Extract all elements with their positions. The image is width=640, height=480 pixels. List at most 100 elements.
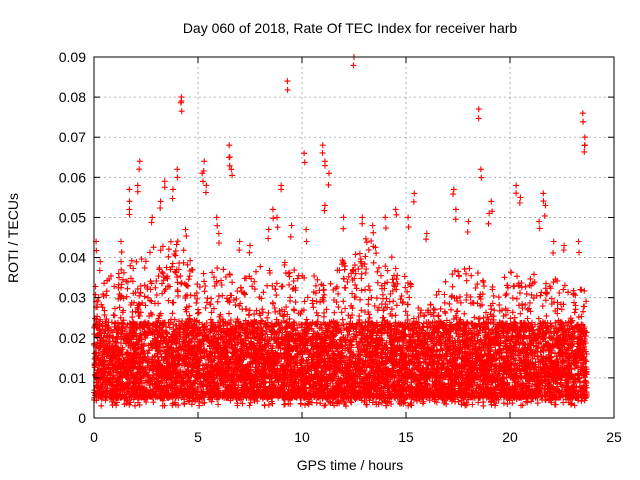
data-point xyxy=(496,301,503,308)
data-point xyxy=(480,279,487,286)
data-point xyxy=(565,289,572,296)
data-point xyxy=(321,309,328,316)
data-point xyxy=(387,291,394,297)
data-point xyxy=(309,399,315,406)
data-point xyxy=(474,270,481,276)
data-point xyxy=(304,294,311,301)
data-point xyxy=(435,288,442,295)
data-point xyxy=(302,401,308,408)
data-point xyxy=(251,278,258,285)
data-point xyxy=(200,270,207,277)
data-point xyxy=(373,250,380,257)
data-point xyxy=(187,257,194,264)
data-point xyxy=(562,327,569,334)
data-point xyxy=(227,317,234,324)
data-point xyxy=(358,307,365,314)
data-point xyxy=(432,306,438,313)
data-point xyxy=(362,235,369,242)
data-point xyxy=(516,302,522,309)
data-point xyxy=(455,268,462,275)
data-point xyxy=(370,259,377,266)
data-point xyxy=(437,305,444,312)
data-point xyxy=(490,292,497,299)
data-point xyxy=(291,267,298,274)
data-point xyxy=(144,350,151,357)
data-point xyxy=(234,288,241,294)
data-point xyxy=(514,273,520,280)
data-point xyxy=(157,310,164,317)
data-point xyxy=(575,314,582,321)
data-point xyxy=(303,316,310,323)
data-point xyxy=(448,306,454,313)
data-point xyxy=(456,293,463,300)
data-point xyxy=(214,298,221,305)
data-point xyxy=(463,270,469,277)
data-point xyxy=(128,257,135,264)
data-point xyxy=(322,402,329,408)
data-point xyxy=(173,269,179,276)
data-point xyxy=(159,243,166,250)
data-points xyxy=(91,54,590,409)
data-point xyxy=(174,274,181,281)
data-point xyxy=(150,244,157,251)
data-point xyxy=(227,292,234,299)
data-point xyxy=(253,307,260,314)
data-point xyxy=(349,312,356,318)
data-point xyxy=(469,401,476,408)
data-point xyxy=(289,286,296,293)
data-point xyxy=(153,278,160,284)
data-point xyxy=(194,296,201,302)
data-point xyxy=(136,292,143,299)
data-point xyxy=(193,299,200,306)
data-point xyxy=(134,285,141,292)
data-point xyxy=(338,309,345,316)
data-point xyxy=(538,289,545,296)
data-point xyxy=(393,302,400,309)
data-point xyxy=(208,295,215,302)
data-point xyxy=(517,310,524,317)
data-point xyxy=(399,299,406,306)
data-point xyxy=(246,402,253,409)
data-point xyxy=(264,314,271,321)
data-point xyxy=(339,316,346,323)
data-point xyxy=(314,276,321,283)
chart-title: Day 060 of 2018, Rate Of TEC Index for r… xyxy=(183,20,518,36)
data-point xyxy=(185,398,192,405)
data-point xyxy=(366,287,373,294)
data-point xyxy=(331,402,338,409)
data-point xyxy=(362,286,369,293)
data-point xyxy=(365,283,372,290)
data-point xyxy=(237,284,244,291)
data-point xyxy=(347,315,354,322)
data-point xyxy=(345,331,352,338)
data-point xyxy=(374,279,381,286)
data-point xyxy=(356,250,363,257)
data-point xyxy=(259,306,266,313)
data-point xyxy=(461,266,468,273)
data-point xyxy=(226,310,232,317)
data-point xyxy=(157,247,164,254)
data-point xyxy=(451,343,458,350)
data-point xyxy=(265,309,272,316)
data-point xyxy=(330,287,337,293)
data-point xyxy=(120,269,127,276)
data-point xyxy=(129,278,136,285)
data-point xyxy=(398,293,405,299)
data-point xyxy=(215,401,222,408)
data-point xyxy=(119,309,126,316)
data-point xyxy=(528,291,535,298)
data-point xyxy=(463,277,470,284)
data-point xyxy=(215,293,222,300)
data-point xyxy=(169,310,176,317)
data-point xyxy=(280,313,287,320)
data-point xyxy=(195,306,202,313)
data-point xyxy=(292,299,299,306)
data-point xyxy=(327,280,334,287)
data-point xyxy=(115,295,122,302)
data-point xyxy=(171,268,178,275)
data-point xyxy=(202,283,209,289)
data-point xyxy=(224,295,230,302)
data-point xyxy=(310,304,317,311)
data-point xyxy=(357,296,364,303)
data-point xyxy=(150,399,157,406)
